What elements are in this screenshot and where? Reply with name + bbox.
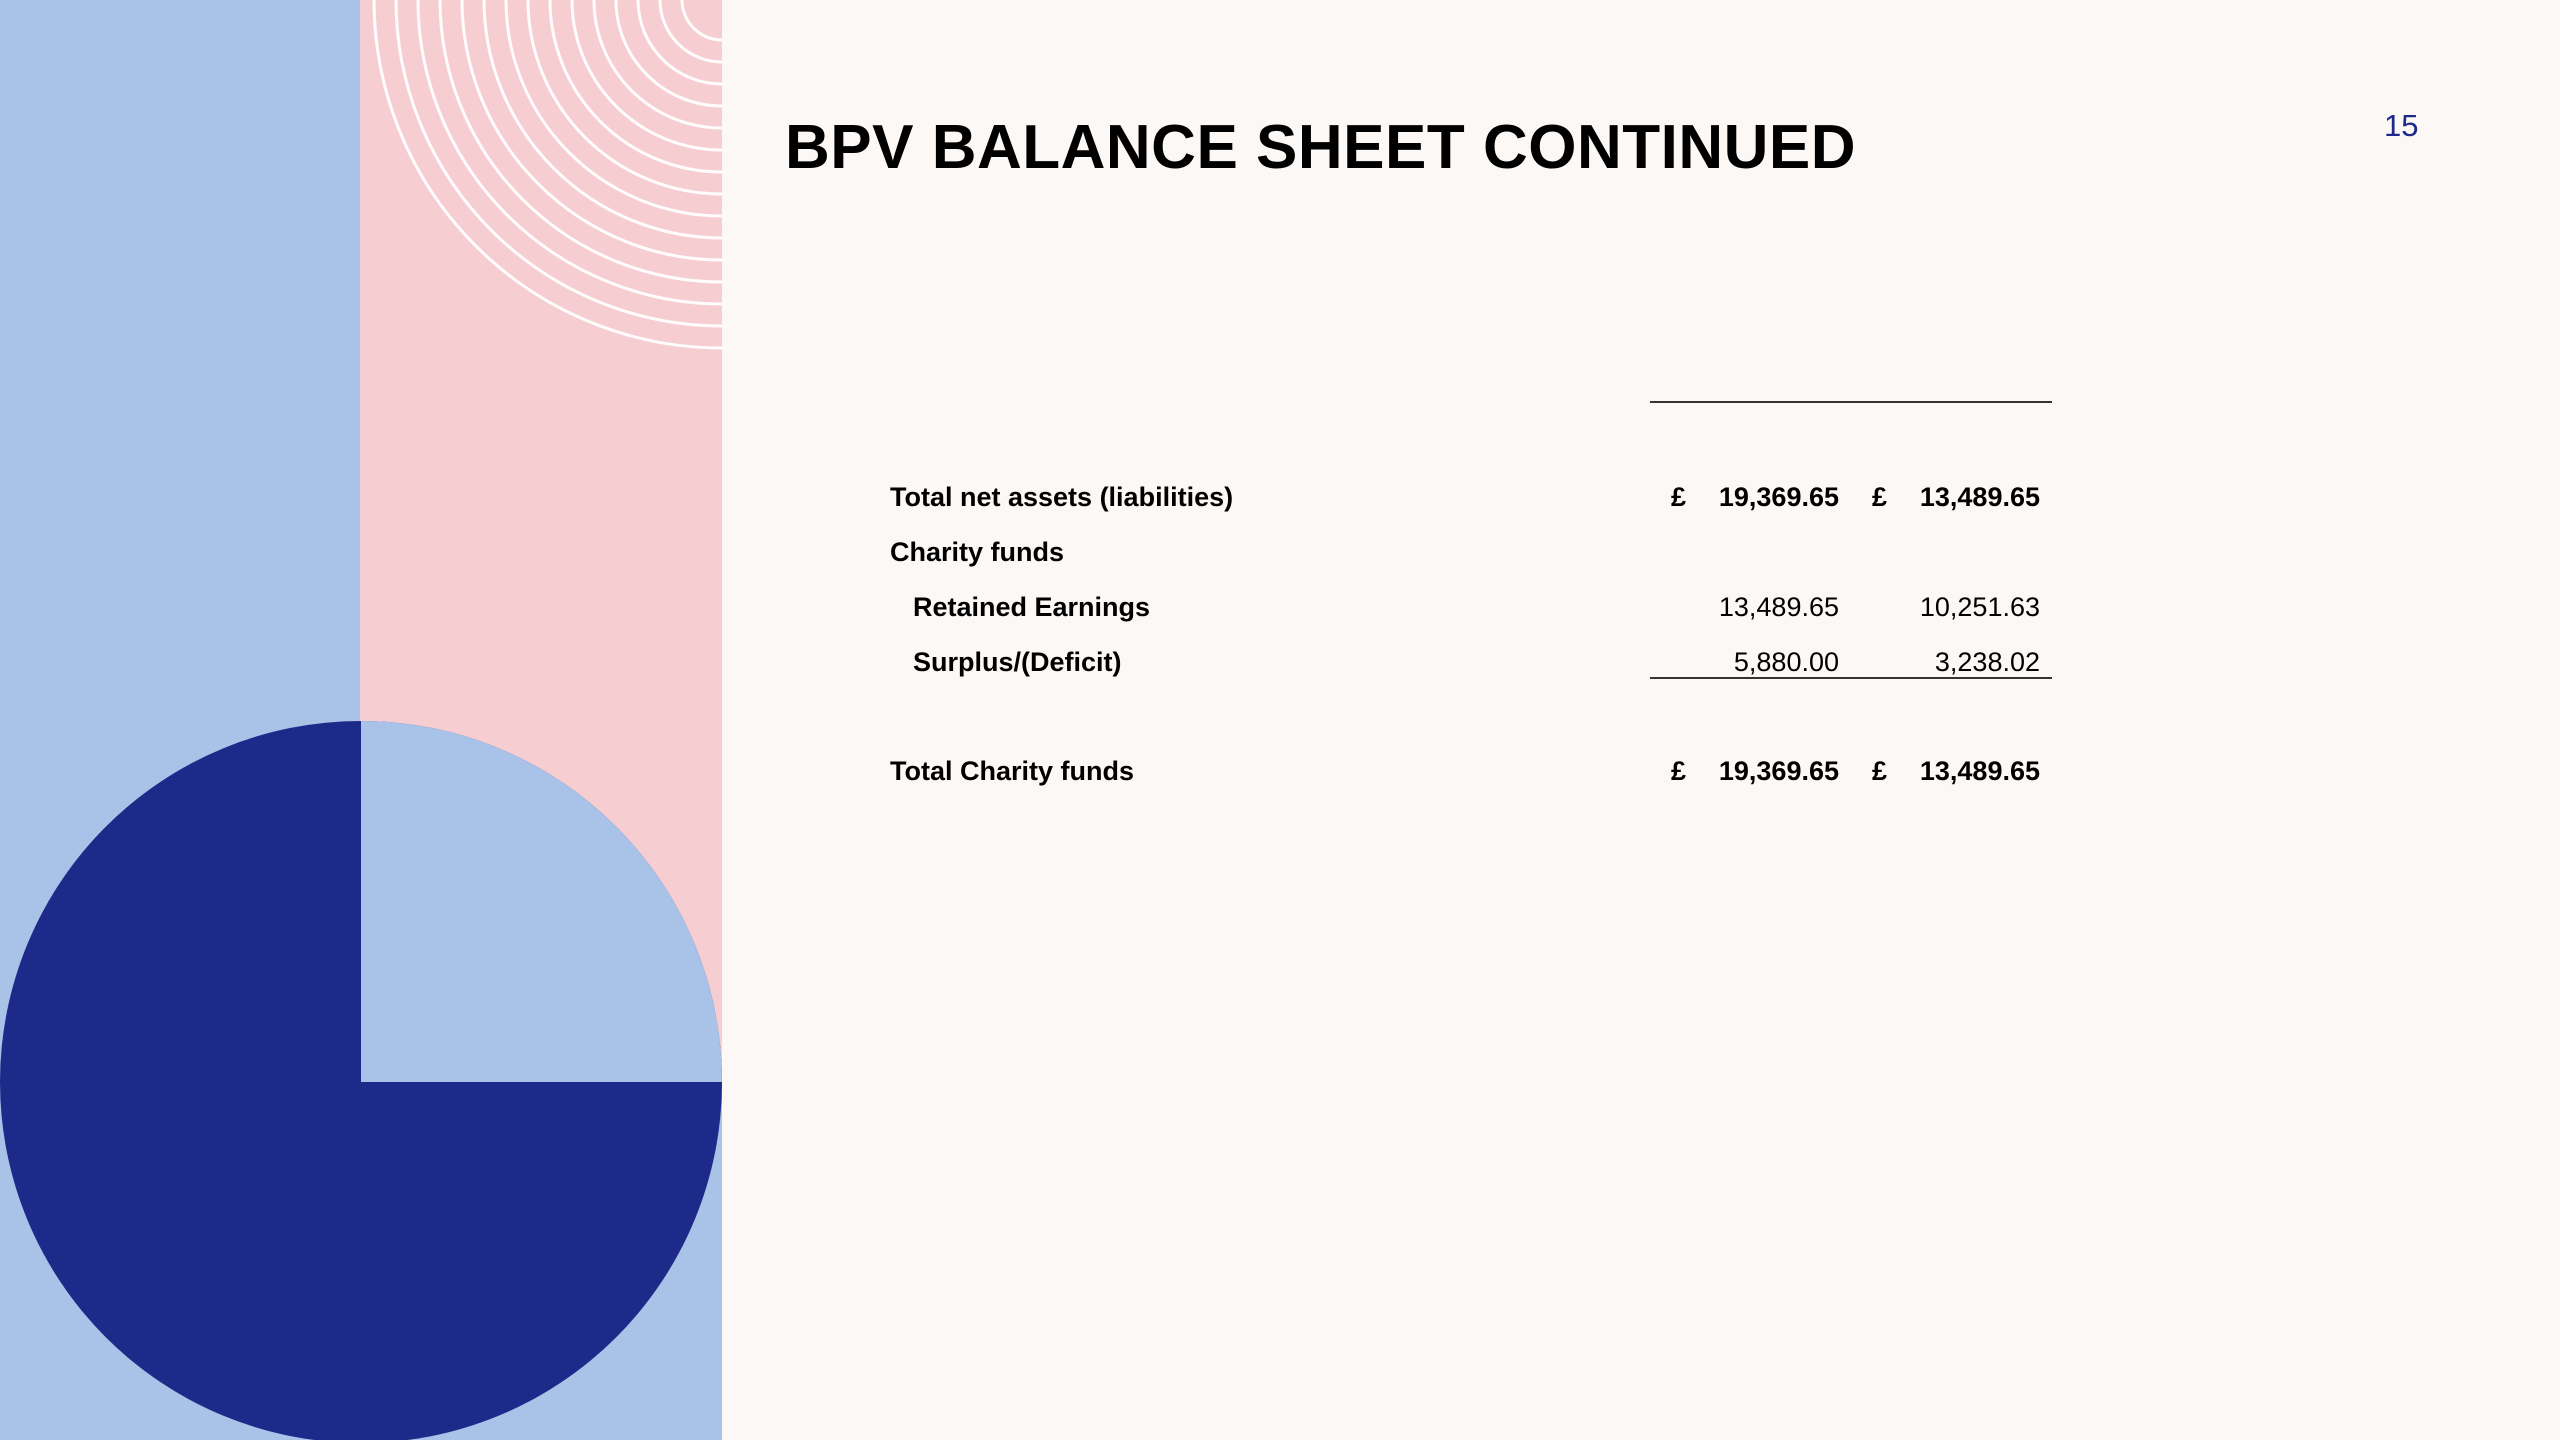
table-row-total-charity-funds: Total Charity funds £ 19,369.65 £ 13,489… — [890, 756, 2055, 796]
value-prior-year: 10,251.63 — [1919, 592, 2040, 622]
value-current-year: 5,880.00 — [1733, 647, 1839, 677]
row-label: Total Charity funds — [890, 756, 1135, 786]
decorative-panel — [0, 0, 722, 1440]
table-row-surplus-deficit: Surplus/(Deficit) 5,880.00 3,238.02 — [890, 647, 2055, 687]
table-row-retained-earnings: Retained Earnings 13,489.65 10,251.63 — [890, 592, 2055, 632]
row-label: Surplus/(Deficit) — [913, 647, 1122, 677]
page-number: 15 — [2384, 108, 2419, 143]
decorative-shapes — [0, 0, 722, 1440]
value-prior-year: 3,238.02 — [1934, 647, 2040, 677]
light-blue-quarter — [361, 721, 722, 1082]
row-label: Retained Earnings — [913, 592, 1151, 622]
currency-symbol: £ — [1872, 756, 1888, 786]
table-row-charity-funds: Charity funds — [890, 537, 2055, 577]
value-prior-year: 13,489.65 — [1919, 482, 2040, 512]
table-row-total-net-assets: Total net assets (liabilities) £ 19,369.… — [890, 482, 2055, 522]
currency-symbol: £ — [1872, 482, 1888, 512]
value-current-year: 13,489.65 — [1718, 592, 1839, 622]
currency-symbol: £ — [1671, 756, 1687, 786]
balance-sheet-table: Total net assets (liabilities) £ 19,369.… — [890, 0, 2055, 820]
currency-symbol: £ — [1671, 482, 1687, 512]
page-title: BPV BALANCE SHEET CONTINUED — [785, 113, 1857, 182]
row-label: Total net assets (liabilities) — [890, 482, 1234, 512]
value-current-year: 19,369.65 — [1718, 756, 1839, 786]
row-label: Charity funds — [890, 537, 1065, 567]
value-current-year: 19,369.65 — [1718, 482, 1839, 512]
value-prior-year: 13,489.65 — [1919, 756, 2040, 786]
header-rule — [1650, 401, 2052, 403]
subtotal-rule — [1650, 677, 2052, 679]
